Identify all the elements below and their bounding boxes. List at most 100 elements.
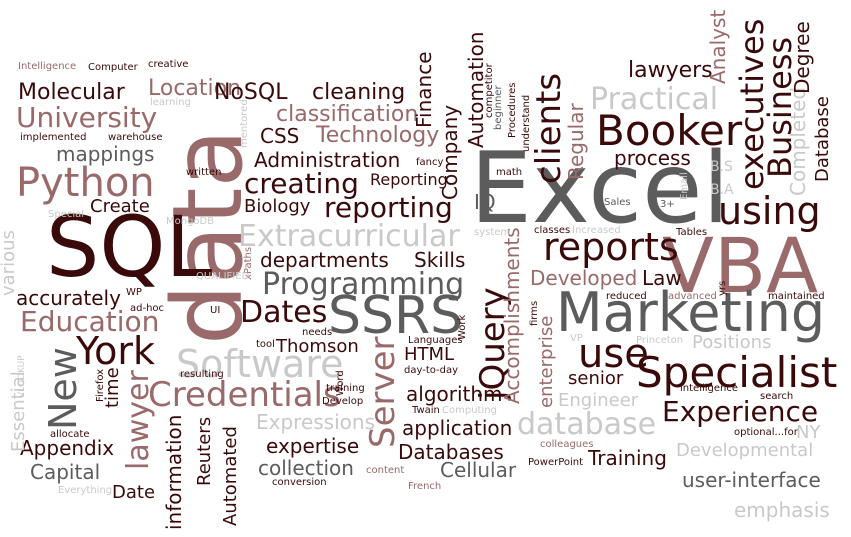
word-mongodb: MongoDB: [166, 216, 215, 227]
word-practical: Practical: [590, 82, 719, 117]
word-training: Training: [588, 446, 667, 470]
word-classification: classification: [276, 102, 419, 127]
word-lawyers: lawyers: [628, 58, 713, 83]
word-application: application: [402, 416, 513, 440]
word-cellular: Cellular: [440, 458, 517, 482]
word-html: HTML: [404, 344, 455, 365]
word-search: search: [760, 391, 794, 402]
word-excel: Excel: [470, 132, 730, 246]
word-increased: Increased: [572, 225, 621, 236]
word-york: York: [76, 329, 156, 373]
word-capital: Capital: [30, 460, 101, 484]
word-skills: Skills: [414, 248, 466, 272]
word-cleaning: cleaning: [312, 80, 406, 105]
word-experience: Experience: [662, 395, 819, 428]
word-degree: Degree: [790, 21, 814, 94]
word-technology: Technology: [316, 123, 440, 148]
word-information: information: [162, 414, 186, 530]
word-day-to-day: day-to-day: [404, 365, 459, 376]
word-qualified: QUALIFIED: [196, 271, 250, 282]
word-languages: Languages: [408, 335, 463, 346]
word-regular: Regular: [564, 103, 588, 180]
word-automated: Automated: [220, 426, 241, 526]
word-powerpoint: PowerPoint: [528, 457, 584, 468]
word-implemented: implemented: [20, 132, 87, 143]
word-reduced: reduced: [606, 291, 647, 302]
word-conversion: conversion: [272, 477, 327, 488]
word-tool: tool: [256, 339, 275, 350]
word-content: content: [366, 465, 405, 476]
word-french: French: [408, 481, 442, 492]
word-lawyer: lawyer: [121, 370, 156, 470]
word-collection: collection: [258, 456, 354, 480]
word-marketing: Marketing: [556, 281, 826, 344]
word-developed: Developed: [530, 266, 638, 290]
word-bs: B.S: [710, 159, 733, 175]
word-time: time: [102, 367, 123, 408]
word-classes: classes: [534, 225, 571, 236]
word-various: various: [0, 230, 19, 296]
word-dates: Dates: [240, 295, 328, 330]
word-ssrs: SSRS: [328, 286, 464, 346]
word-python: Python: [16, 160, 155, 206]
word-yrs: yrs: [717, 280, 728, 296]
word-procedures: Procedures: [507, 82, 518, 138]
word-enterprise: enterprise: [536, 315, 557, 408]
word-tables: Tables: [676, 227, 708, 238]
word-everything: Everything: [58, 485, 113, 496]
word-intelligence-lc: intelligence: [680, 383, 739, 394]
word-learning: learning: [150, 97, 191, 108]
word-finance: Finance: [412, 51, 436, 128]
word-appendix: Appendix: [20, 436, 115, 460]
word-intelligence: Intelligence: [18, 61, 77, 72]
word-special: Special: [48, 209, 85, 220]
word-vlookup: VLOOKUP: [17, 355, 27, 398]
word-clients: clients: [529, 72, 569, 184]
word-iq: IQ: [474, 190, 496, 214]
word-mentored: mentored: [239, 99, 250, 148]
word-law: Law: [642, 266, 682, 290]
word-using: using: [718, 189, 821, 233]
word-positions: Positions: [692, 332, 772, 353]
word-creative: creative: [148, 59, 189, 70]
word-emphasis: emphasis: [734, 498, 830, 522]
word-database-cap: Database: [812, 96, 833, 182]
word-css: CSS: [260, 124, 300, 148]
word-analyst: Analyst: [706, 9, 730, 84]
word-training-lc: training: [326, 383, 365, 394]
word-advanced: advanced: [668, 291, 717, 302]
word-programming: Programming: [262, 267, 465, 302]
word-beginner: beginner: [493, 85, 504, 130]
word-princeton: Princeton: [636, 335, 684, 346]
word-math: math: [496, 167, 523, 178]
word-mappings: mappings: [56, 142, 155, 166]
word-written: written: [186, 167, 222, 178]
word-thomson: Thomson: [276, 336, 359, 357]
word-system: system: [474, 227, 511, 238]
word-location: Location: [148, 76, 242, 101]
word-process: process: [614, 146, 691, 170]
word-software: Software: [176, 342, 344, 386]
word-algorithm: algorithm: [406, 382, 503, 406]
word-maintained: maintained: [768, 291, 825, 302]
word-allocate: allocate: [50, 429, 90, 440]
word-user-interface: user-interface: [682, 468, 821, 492]
word-reports: reports: [543, 225, 679, 269]
word-nosql: NoSQL: [214, 80, 288, 105]
word-ny: NY: [796, 422, 821, 443]
word-date: Date: [112, 482, 156, 503]
word-administration: Administration: [254, 148, 401, 172]
word-molecular: Molecular: [18, 80, 125, 105]
word-ad-hoc: ad-hoc: [130, 303, 165, 314]
word-computing: Computing: [442, 405, 497, 416]
word-needs: needs: [302, 327, 333, 338]
word-education: Education: [20, 305, 160, 338]
word-sql: SQL: [46, 198, 213, 296]
word-reuters: Reuters: [194, 416, 215, 486]
word-booker: Booker: [596, 106, 743, 155]
word-reporting-cap: Reporting: [370, 170, 448, 189]
word-develop: Develop: [322, 396, 364, 407]
word-warehouse: warehouse: [108, 132, 163, 143]
word-colleagues: colleagues: [540, 439, 594, 450]
